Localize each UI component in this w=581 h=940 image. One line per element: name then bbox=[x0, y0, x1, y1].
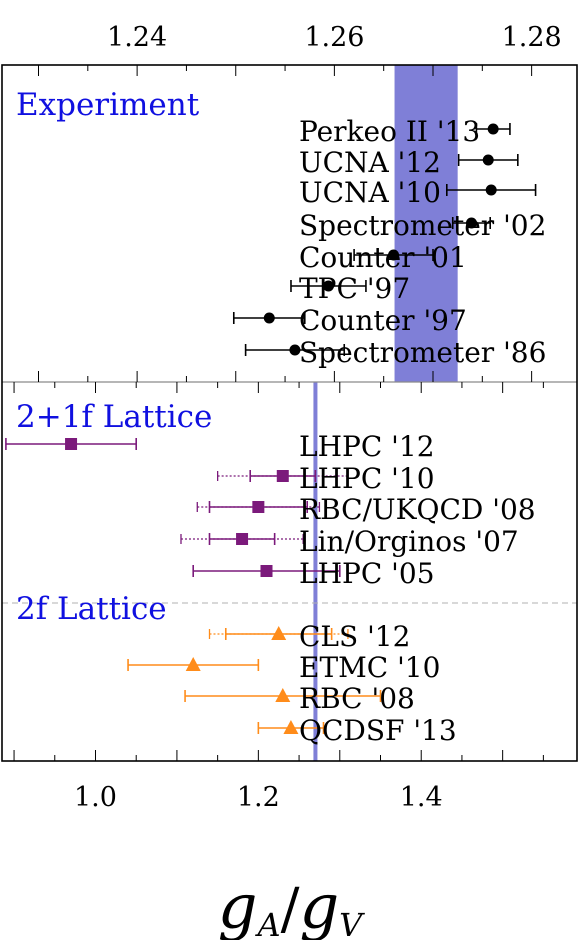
x-axis-label-sub2: V bbox=[339, 906, 365, 940]
section-header-2-1f-lattice: 2+1f Lattice bbox=[16, 399, 212, 435]
point-lin-orginos-07 bbox=[236, 533, 249, 545]
point-qcdsf-13 bbox=[283, 720, 299, 734]
point-tpc-97 bbox=[322, 280, 334, 292]
points-layer bbox=[5, 123, 537, 734]
row-label-lhpc-10: LHPC '10 bbox=[299, 462, 435, 495]
point-counter-97 bbox=[263, 312, 275, 324]
row-label-rbc-ukqcd-08: RBC/UKQCD '08 bbox=[299, 493, 536, 526]
bottom-axis-tick-label: 1.2 bbox=[237, 782, 280, 813]
point-perkeo-ii-13 bbox=[487, 123, 499, 135]
row-label-cls-12: CLS '12 bbox=[299, 620, 410, 653]
ticks-layer: 1.24 1.26 1.28 1.0 1.2 1.4 bbox=[13, 22, 562, 813]
separator-layer bbox=[2, 381, 577, 604]
row-label-tpc-97: TPC '97 bbox=[299, 272, 410, 305]
point-etmc-10 bbox=[185, 657, 201, 671]
x-axis-label: gA/gV bbox=[218, 870, 365, 940]
section-header-2f-lattice: 2f Lattice bbox=[16, 591, 167, 627]
point-ucna-12 bbox=[482, 154, 494, 166]
point-lhpc-12 bbox=[65, 438, 78, 450]
x-axis-label-main: g bbox=[218, 870, 258, 940]
point-lhpc-10 bbox=[276, 470, 289, 482]
experiment-band bbox=[394, 65, 458, 382]
row-label-counter-01: Counter '01 bbox=[299, 241, 467, 274]
point-rbc-ukqcd-08 bbox=[252, 501, 265, 513]
section-header-bg bbox=[12, 87, 240, 123]
row-label-spectrometer-02: Spectrometer '02 bbox=[299, 209, 546, 242]
bottom-axis-tick-label: 1.0 bbox=[74, 782, 117, 813]
band-layer bbox=[313, 65, 458, 761]
row-label-perkeo-ii-13: Perkeo II '13 bbox=[299, 115, 480, 148]
top-axis-tick-label: 1.26 bbox=[304, 22, 364, 53]
row-label-ucna-10: UCNA '10 bbox=[299, 176, 441, 209]
row-label-qcdsf-13: QCDSF '13 bbox=[299, 714, 457, 747]
point-spectrometer-86 bbox=[289, 344, 301, 356]
x-axis-label-sep: / bbox=[281, 877, 300, 940]
top-axis-tick-label: 1.28 bbox=[502, 22, 562, 53]
row-label-ucna-12: UCNA '12 bbox=[299, 146, 441, 179]
section-header-experiment: Experiment bbox=[16, 87, 200, 123]
row-label-etmc-10: ETMC '10 bbox=[299, 651, 440, 684]
point-spectrometer-02 bbox=[465, 217, 477, 229]
row-label-lin-orginos-07: Lin/Orginos '07 bbox=[299, 525, 519, 558]
row-label-lhpc-05: LHPC '05 bbox=[299, 557, 435, 590]
bottom-axis-tick-label: 1.4 bbox=[400, 782, 443, 813]
row-label-counter-97: Counter '97 bbox=[299, 304, 467, 337]
row-label-rbc-08: RBC '08 bbox=[299, 682, 415, 715]
row-label-spectrometer-86: Spectrometer '86 bbox=[299, 336, 546, 369]
x-axis-label-sub1: A bbox=[254, 906, 280, 940]
point-counter-01 bbox=[388, 249, 400, 261]
point-cls-12 bbox=[271, 626, 287, 640]
point-ucna-10 bbox=[485, 184, 497, 196]
top-axis-tick-label: 1.24 bbox=[107, 22, 167, 53]
point-lhpc-05 bbox=[260, 565, 273, 577]
plot-frame bbox=[1, 64, 578, 762]
point-rbc-08 bbox=[275, 688, 291, 702]
x-axis-label-main-2: g bbox=[299, 870, 339, 940]
row-label-lhpc-12: LHPC '12 bbox=[299, 430, 435, 463]
